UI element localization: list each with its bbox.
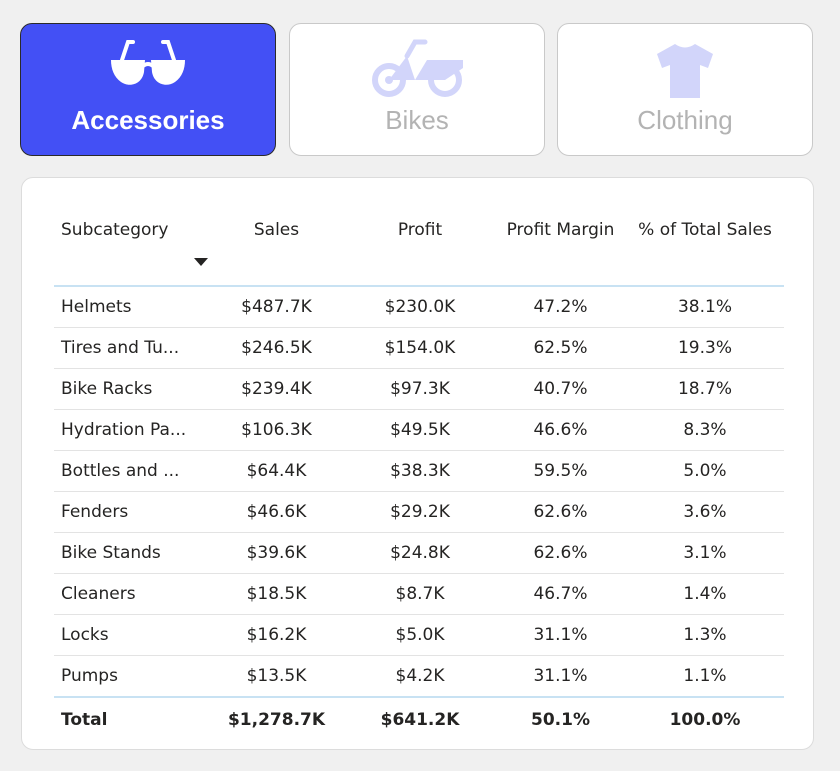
cell-sales: $16.2K [208,614,345,656]
table-header-row: Subcategory Sales Profit Profit Margin %… [54,210,784,287]
cell-sales: $46.6K [208,491,345,533]
cell-subcategory: Bike Stands [54,532,208,574]
table-row[interactable]: Fenders $46.6K $29.2K 62.6% 3.6% [54,491,784,533]
cell-sales: $13.5K [208,655,345,698]
bike-icon [369,38,465,102]
tab-clothing[interactable]: Clothing [557,23,813,156]
cell-sales: $18.5K [208,573,345,615]
cell-pct-total-sales: 18.7% [626,368,784,410]
table-card: Subcategory Sales Profit Profit Margin %… [21,177,814,750]
tab-label: Accessories [71,105,225,135]
cell-sales: $106.3K [208,409,345,451]
cell-profit: $154.0K [345,327,495,369]
total-profit: $641.2K [345,696,495,742]
table-row[interactable]: Hydration Pa... $106.3K $49.5K 46.6% 8.3… [54,409,784,451]
total-label: Total [54,696,208,742]
cell-profit-margin: 62.6% [495,532,626,574]
total-profit-margin: 50.1% [495,696,626,742]
subcategory-table: Subcategory Sales Profit Profit Margin %… [54,210,784,742]
cell-sales: $239.4K [208,368,345,410]
cell-pct-total-sales: 8.3% [626,409,784,451]
cell-subcategory: Pumps [54,655,208,698]
cell-profit: $4.2K [345,655,495,698]
cell-profit-margin: 59.5% [495,450,626,492]
table-row[interactable]: Bike Racks $239.4K $97.3K 40.7% 18.7% [54,368,784,410]
cell-pct-total-sales: 19.3% [626,327,784,369]
cell-pct-total-sales: 1.4% [626,573,784,615]
cell-profit-margin: 31.1% [495,614,626,656]
sort-descending-icon[interactable] [194,258,208,266]
table-row[interactable]: Pumps $13.5K $4.2K 31.1% 1.1% [54,655,784,698]
cell-pct-total-sales: 1.1% [626,655,784,698]
cell-profit-margin: 62.5% [495,327,626,369]
cell-pct-total-sales: 38.1% [626,286,784,328]
cell-subcategory: Fenders [54,491,208,533]
cell-subcategory: Tires and Tu... [54,327,208,369]
table-row[interactable]: Tires and Tu... $246.5K $154.0K 62.5% 19… [54,327,784,369]
table-row[interactable]: Bike Stands $39.6K $24.8K 62.6% 3.1% [54,532,784,574]
cell-subcategory: Locks [54,614,208,656]
column-header-sales[interactable]: Sales [208,210,345,287]
tab-accessories[interactable]: Accessories [20,23,276,156]
table-total-row: Total $1,278.7K $641.2K 50.1% 100.0% [54,696,784,742]
cell-profit: $97.3K [345,368,495,410]
total-sales: $1,278.7K [208,696,345,742]
cell-sales: $64.4K [208,450,345,492]
table-row[interactable]: Helmets $487.7K $230.0K 47.2% 38.1% [54,286,784,328]
cell-subcategory: Bottles and ... [54,450,208,492]
cell-profit: $29.2K [345,491,495,533]
tshirt-icon [655,42,715,104]
table-row[interactable]: Cleaners $18.5K $8.7K 46.7% 1.4% [54,573,784,615]
tab-label: Bikes [385,105,449,135]
tab-label: Clothing [637,105,733,135]
cell-profit-margin: 46.7% [495,573,626,615]
cell-subcategory: Hydration Pa... [54,409,208,451]
cell-sales: $39.6K [208,532,345,574]
tab-bikes[interactable]: Bikes [289,23,545,156]
column-header-subcategory[interactable]: Subcategory [54,210,208,287]
cell-profit-margin: 47.2% [495,286,626,328]
sunglasses-icon [108,38,188,98]
cell-profit: $24.8K [345,532,495,574]
header-label: Subcategory [61,220,169,240]
cell-subcategory: Bike Racks [54,368,208,410]
column-header-pct-total-sales[interactable]: % of Total Sales [626,210,784,287]
cell-profit-margin: 62.6% [495,491,626,533]
cell-profit-margin: 40.7% [495,368,626,410]
table-row[interactable]: Locks $16.2K $5.0K 31.1% 1.3% [54,614,784,656]
cell-subcategory: Cleaners [54,573,208,615]
cell-profit: $8.7K [345,573,495,615]
table-row[interactable]: Bottles and ... $64.4K $38.3K 59.5% 5.0% [54,450,784,492]
cell-profit: $230.0K [345,286,495,328]
cell-profit: $5.0K [345,614,495,656]
cell-pct-total-sales: 5.0% [626,450,784,492]
cell-profit: $49.5K [345,409,495,451]
column-header-profit-margin[interactable]: Profit Margin [495,210,626,287]
cell-pct-total-sales: 3.6% [626,491,784,533]
cell-profit: $38.3K [345,450,495,492]
cell-profit-margin: 46.6% [495,409,626,451]
cell-pct-total-sales: 1.3% [626,614,784,656]
cell-sales: $246.5K [208,327,345,369]
cell-pct-total-sales: 3.1% [626,532,784,574]
column-header-profit[interactable]: Profit [345,210,495,287]
total-pct-total-sales: 100.0% [626,696,784,742]
cell-sales: $487.7K [208,286,345,328]
cell-profit-margin: 31.1% [495,655,626,698]
cell-subcategory: Helmets [54,286,208,328]
